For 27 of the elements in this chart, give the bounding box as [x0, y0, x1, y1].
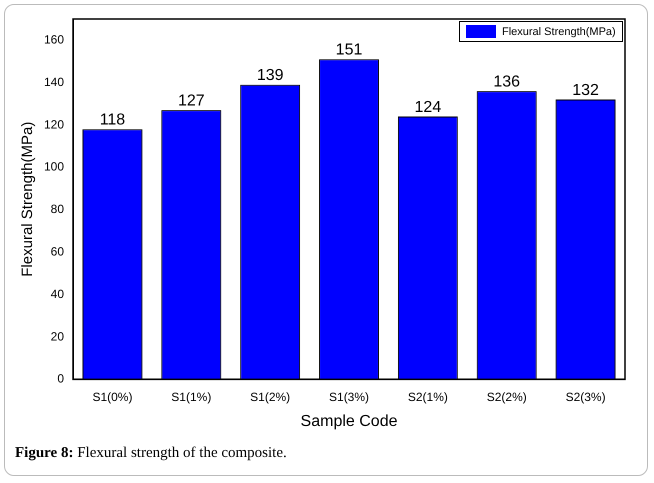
- y-tick-label: 80: [50, 202, 64, 216]
- x-tick-label: S1(2%): [250, 390, 290, 404]
- legend-label: Flexural Strength(MPa): [502, 26, 616, 38]
- data-label: 151: [336, 42, 362, 59]
- y-tick-label: 20: [50, 329, 64, 344]
- x-tick-label: S1(0%): [92, 390, 132, 404]
- data-label: 139: [256, 67, 284, 84]
- x-tick-label: S2(3%): [566, 390, 606, 404]
- x-tick-label: S2(1%): [408, 390, 448, 404]
- y-tick-label: 60: [50, 244, 64, 259]
- x-tick-label: S2(2%): [486, 390, 527, 404]
- y-tick-label: 160: [44, 32, 64, 47]
- y-axis-title: Flexural Strength(MPa): [19, 122, 36, 277]
- data-label: 132: [572, 82, 600, 99]
- x-tick-label: S1(1%): [171, 390, 212, 404]
- data-label: 124: [414, 98, 442, 116]
- y-tick-label: 0: [57, 372, 64, 386]
- data-label: 118: [100, 112, 126, 129]
- y-tick-label: 120: [44, 117, 64, 132]
- data-label: 136: [493, 73, 520, 90]
- x-axis-title: Sample Code: [300, 412, 398, 430]
- caption: Figure 8: Flexural strength of the composite.: [15, 445, 287, 462]
- x-tick-label: S1(3%): [329, 390, 370, 404]
- y-tick-label: 40: [50, 286, 64, 301]
- y-tick-label: 100: [44, 160, 64, 174]
- data-label: 127: [178, 92, 205, 110]
- y-tick-label: 140: [44, 74, 64, 89]
